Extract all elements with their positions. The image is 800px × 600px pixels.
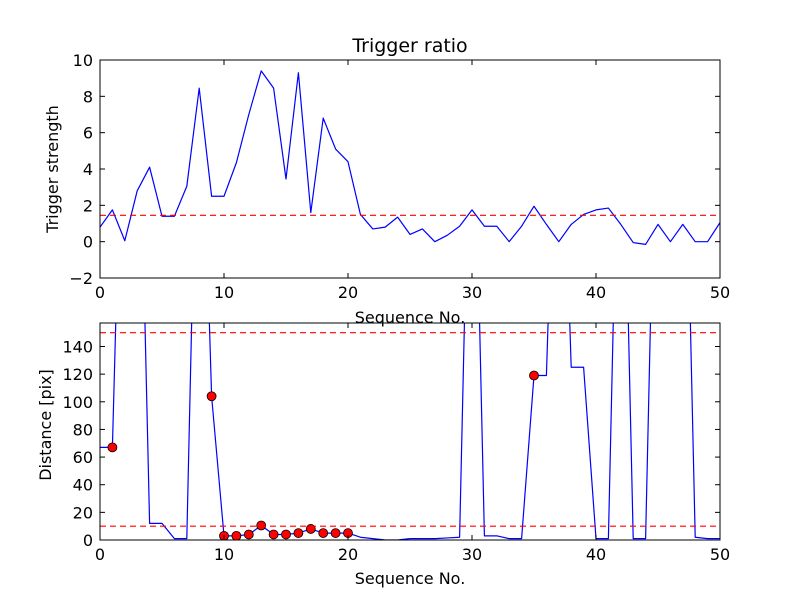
y-tick-label: 120 <box>62 365 93 384</box>
data-point <box>293 528 304 538</box>
data-point <box>256 520 267 531</box>
data-point <box>529 370 539 381</box>
y-tick-label: 20 <box>73 503 93 522</box>
y-tick-label: 40 <box>73 476 93 495</box>
x-tick-label: 30 <box>462 545 482 564</box>
data-point <box>318 528 329 538</box>
data-point <box>243 529 254 540</box>
y-tick-label: 6 <box>83 124 93 143</box>
plot-content <box>100 70 720 245</box>
y-tick-label: 60 <box>73 448 93 467</box>
x-tick-label: 10 <box>214 545 234 564</box>
x-tick-label: 50 <box>710 283 730 302</box>
y-tick-label: −2 <box>69 269 93 288</box>
y-tick-label: 0 <box>83 233 93 252</box>
x-axis-label: Sequence No. <box>355 569 466 588</box>
data-point <box>268 529 279 540</box>
series-line <box>100 70 720 245</box>
x-tick-label: 20 <box>338 545 358 564</box>
x-tick-label: 0 <box>95 283 105 302</box>
y-tick-label: 4 <box>83 160 93 179</box>
data-point <box>281 529 291 540</box>
chart-title: Trigger ratio <box>351 35 467 57</box>
x-tick-label: 50 <box>710 545 730 564</box>
y-tick-label: 140 <box>62 337 93 356</box>
data-point <box>231 530 242 540</box>
plot-frame <box>99 322 721 541</box>
x-tick-label: 10 <box>214 283 234 302</box>
data-point <box>107 442 118 453</box>
x-axis-label: Sequence No. <box>355 308 466 327</box>
data-point <box>330 528 341 538</box>
x-tick-label: 20 <box>338 283 358 302</box>
distance-chart: 0 10 20 30 40 50 0 20 40 60 80 100 120 140 Sequence N… <box>36 322 730 588</box>
series-line <box>100 323 720 540</box>
y-tick-label: 100 <box>62 393 93 412</box>
x-tick-label: 30 <box>462 283 482 302</box>
y-axis-label: Distance [pix] <box>36 369 55 481</box>
y-tick-label: 10 <box>73 51 93 70</box>
x-tick-label: 40 <box>586 283 606 302</box>
x-tick-label: 40 <box>586 545 606 564</box>
plot-area: 0 10 20 30 40 50 0 20 40 60 80 100 120 140 <box>62 322 730 564</box>
data-point <box>206 391 217 402</box>
x-tick-label: 0 <box>95 545 105 564</box>
y-tick-label: 2 <box>83 196 93 215</box>
y-tick-label: 0 <box>83 531 93 550</box>
y-tick-label: 80 <box>73 420 93 439</box>
plot-content <box>100 323 720 540</box>
y-tick-label: 8 <box>83 87 93 106</box>
y-axis-label: Trigger strength <box>43 105 62 234</box>
